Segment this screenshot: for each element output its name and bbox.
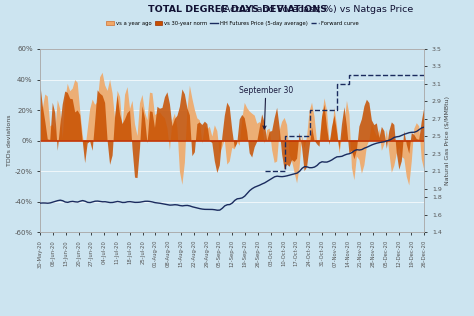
Text: TOTAL DEGREE DAYS DEVIATIONS: TOTAL DEGREE DAYS DEVIATIONS xyxy=(147,5,327,14)
Y-axis label: Natural Gas Price ($/MMBtu): Natural Gas Price ($/MMBtu) xyxy=(445,96,450,185)
Y-axis label: TDDs deviations: TDDs deviations xyxy=(7,115,12,166)
Text: (Actual and Forecast; %) vs Natgas Price: (Actual and Forecast; %) vs Natgas Price xyxy=(61,5,413,14)
Legend: vs a year ago, vs 30-year norm, HH Futures Price (5-day average), Forward curve: vs a year ago, vs 30-year norm, HH Futur… xyxy=(104,19,360,28)
Text: September 30: September 30 xyxy=(238,86,293,129)
